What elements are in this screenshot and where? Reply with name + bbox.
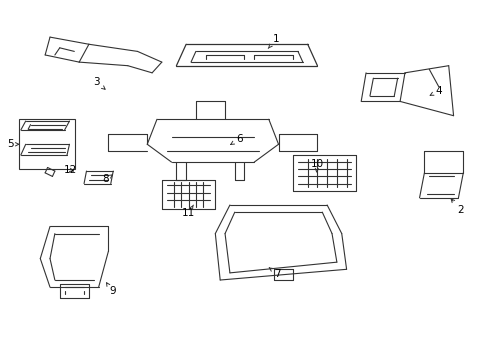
Text: 6: 6 xyxy=(230,134,243,144)
Text: 3: 3 xyxy=(93,77,105,89)
Text: 9: 9 xyxy=(106,283,115,296)
Text: 8: 8 xyxy=(102,174,112,184)
Text: 12: 12 xyxy=(63,165,77,175)
Text: 7: 7 xyxy=(268,267,280,279)
Bar xyxy=(19,119,75,169)
Text: 4: 4 xyxy=(429,86,442,96)
Text: 1: 1 xyxy=(268,34,279,49)
Text: 10: 10 xyxy=(310,159,324,172)
Text: 5: 5 xyxy=(7,139,19,149)
Text: 11: 11 xyxy=(182,205,195,218)
Text: 2: 2 xyxy=(450,199,463,215)
